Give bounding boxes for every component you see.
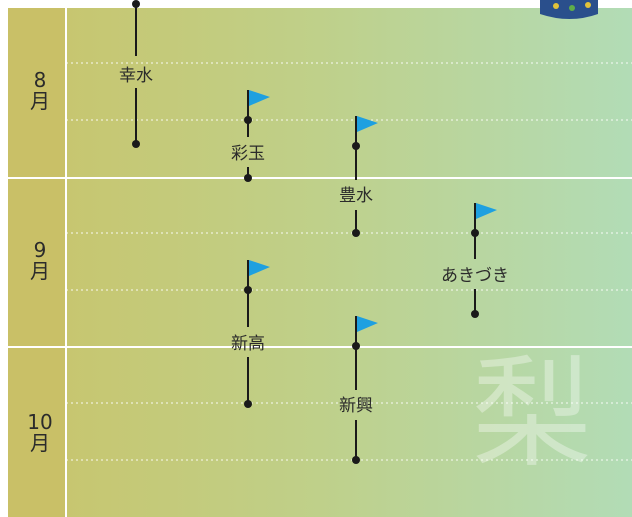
corner-decoration <box>540 0 598 19</box>
variety-label-hosui: 豊水 <box>336 184 376 208</box>
period-start-dot-0 <box>132 0 140 8</box>
variety-label-kosui: 幸水 <box>116 64 156 88</box>
variety-label-shinko: 新興 <box>336 394 376 418</box>
variety-label-saigyoku: 彩玉 <box>228 142 268 166</box>
month-label-oct: 10 月 <box>16 412 64 454</box>
period-end-dot-3 <box>471 310 479 318</box>
period-end-dot-1 <box>244 174 252 182</box>
period-end-dot-5 <box>352 456 360 464</box>
pear-kanji-watermark: 梨 <box>472 350 592 480</box>
period-end-dot-2 <box>352 229 360 237</box>
variety-label-akizuki: あきづき <box>438 264 512 288</box>
period-end-dot-4 <box>244 400 252 408</box>
variety-label-niitaka: 新高 <box>228 332 268 356</box>
period-end-dot-0 <box>132 140 140 148</box>
